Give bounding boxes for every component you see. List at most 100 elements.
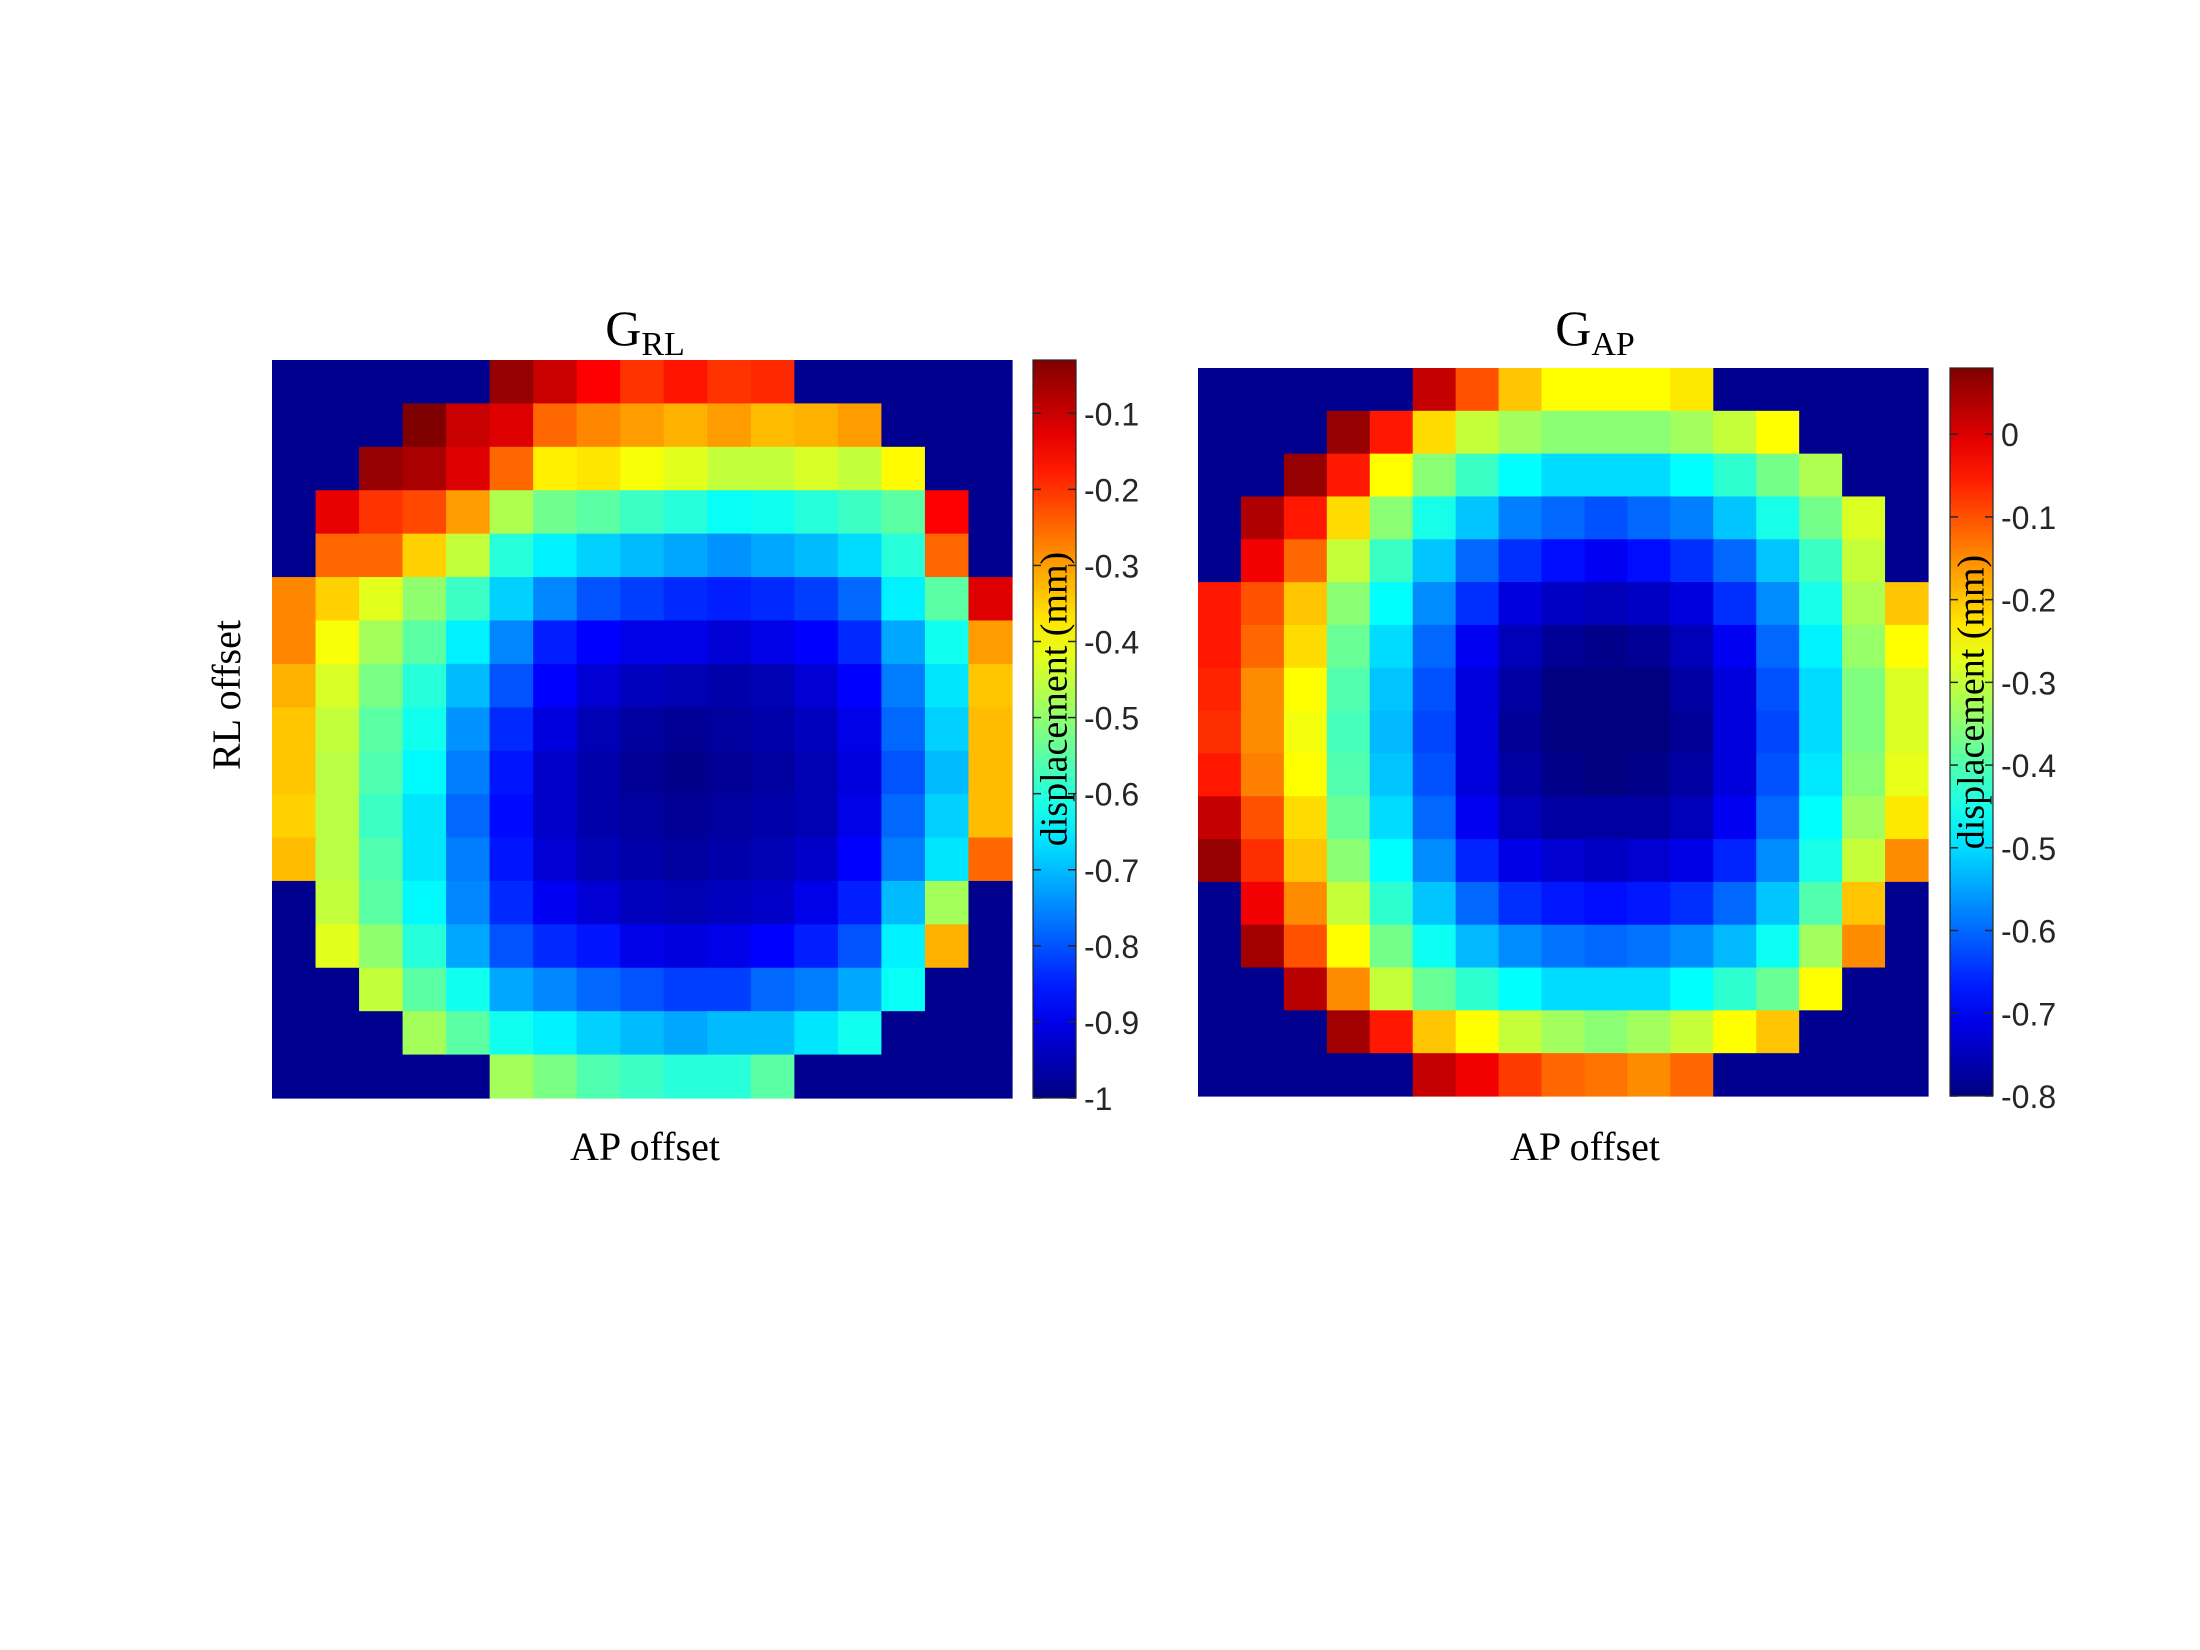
heatmap-cell — [1240, 924, 1285, 969]
heatmap-cell — [533, 750, 578, 795]
x-axis-label-rl: AP offset — [570, 1124, 720, 1169]
heatmap-cell — [663, 967, 708, 1012]
heatmap-cell — [1198, 496, 1242, 540]
heatmap-cell — [1670, 539, 1714, 583]
heatmap-cell — [1198, 753, 1242, 797]
heatmap-cell — [1756, 967, 1800, 1011]
heatmap-cell — [1369, 582, 1414, 626]
heatmap-cell — [620, 403, 665, 448]
heatmap-cell — [1842, 967, 1886, 1011]
colorbar-tick-label: -0.8 — [2001, 1079, 2056, 1115]
heatmap-cell — [1455, 582, 1500, 626]
heatmap-cell — [1713, 1010, 1757, 1054]
heatmap-cell — [881, 967, 926, 1012]
heatmap-grid-ap — [1198, 368, 1929, 1097]
heatmap-cell — [533, 663, 578, 708]
heatmap-cell — [315, 924, 360, 969]
heatmap-cell — [837, 577, 883, 622]
heatmap-cell — [968, 837, 1013, 882]
heatmap-cell — [1713, 1053, 1757, 1097]
heatmap-cell — [1885, 496, 1929, 540]
heatmap-cell — [1283, 624, 1328, 669]
heatmap-cell — [1627, 1010, 1671, 1054]
y-axis-label-rl: RL offset — [204, 620, 249, 770]
heatmap-cell — [402, 794, 447, 839]
heatmap-cell — [1842, 453, 1886, 498]
heatmap-cell — [1541, 667, 1586, 712]
colorbar-rl: -0.1 -0.2 -0.3 -0.4 -0.5 -0.6 -0.7 -0.8 -0.9 -1 di… — [1032, 359, 1139, 1117]
heatmap-cell — [794, 490, 839, 535]
heatmap-cell — [1584, 453, 1629, 498]
heatmap-cell — [663, 533, 708, 578]
heatmap-cell — [1584, 667, 1629, 712]
heatmap-cell — [1283, 582, 1328, 626]
heatmap-cell — [1283, 368, 1328, 412]
heatmap-cell — [837, 1011, 883, 1056]
heatmap-cell — [663, 403, 708, 448]
heatmap-cell — [272, 620, 317, 665]
heatmap-cell — [663, 446, 708, 491]
heatmap-cell — [576, 1054, 621, 1099]
heatmap-cell — [402, 620, 447, 665]
heatmap-cell — [359, 490, 404, 535]
heatmap-cell — [1498, 582, 1543, 626]
heatmap-cell — [881, 360, 926, 405]
heatmap-cell — [1412, 368, 1457, 412]
heatmap-cell — [1455, 667, 1500, 712]
heatmap-cell — [533, 533, 578, 578]
heatmap-cell — [359, 1054, 404, 1099]
heatmap-cell — [1670, 839, 1714, 883]
heatmap-cell — [837, 924, 883, 969]
heatmap-cell — [315, 837, 360, 882]
heatmap-cell — [1584, 796, 1629, 840]
heatmap-cell — [1498, 539, 1543, 583]
heatmap-cell — [489, 750, 534, 795]
heatmap-cell — [272, 577, 317, 622]
heatmap-cell — [968, 924, 1013, 969]
heatmap-cell — [576, 707, 621, 752]
heatmap-cell — [1842, 624, 1886, 669]
heatmap-cell — [663, 577, 708, 622]
heatmap-cell — [1885, 453, 1929, 498]
heatmap-cell — [1541, 624, 1586, 669]
heatmap-cell — [576, 403, 621, 448]
heatmap-cell — [402, 837, 447, 882]
heatmap-cell — [924, 663, 970, 708]
heatmap-cell — [1326, 839, 1371, 883]
heatmap-cell — [533, 403, 578, 448]
heatmap-cell — [837, 663, 883, 708]
heatmap-cell — [1885, 710, 1929, 755]
heatmap-cell — [1541, 967, 1586, 1011]
heatmap-cell — [707, 837, 752, 882]
heatmap-cell — [489, 490, 534, 535]
heatmap-cell — [1756, 924, 1800, 969]
heatmap-cell — [1240, 667, 1285, 712]
colorbar-ap: 0 -0.1 -0.2 -0.3 -0.4 -0.5 -0.6 -0.7 -0.8 displac… — [1949, 367, 2056, 1115]
colorbar-tick-label: -0.9 — [1084, 1005, 1139, 1041]
heatmap-cell — [446, 577, 491, 622]
heatmap-cell — [924, 794, 970, 839]
heatmap-cell — [1799, 753, 1843, 797]
heatmap-cell — [446, 663, 491, 708]
heatmap-cell — [576, 490, 621, 535]
heatmap-cell — [620, 794, 665, 839]
heatmap-cell — [1369, 710, 1414, 755]
heatmap-cell — [359, 360, 404, 405]
heatmap-cell — [1198, 368, 1242, 412]
heatmap-cell — [576, 750, 621, 795]
heatmap-cell — [1842, 1053, 1886, 1097]
heatmap-cell — [446, 837, 491, 882]
heatmap-cell — [837, 490, 883, 535]
heatmap-cell — [794, 446, 839, 491]
heatmap-cell — [1498, 667, 1543, 712]
heatmap-cell — [1198, 839, 1242, 883]
heatmap-cell — [881, 750, 926, 795]
heatmap-cell — [315, 707, 360, 752]
heatmap-cell — [1627, 368, 1671, 412]
heatmap-cell — [1756, 368, 1800, 412]
heatmap-cell — [1498, 881, 1543, 926]
heatmap-cell — [1541, 496, 1586, 540]
heatmap-cell — [881, 403, 926, 448]
heatmap-cell — [837, 837, 883, 882]
heatmap-cell — [1756, 1010, 1800, 1054]
